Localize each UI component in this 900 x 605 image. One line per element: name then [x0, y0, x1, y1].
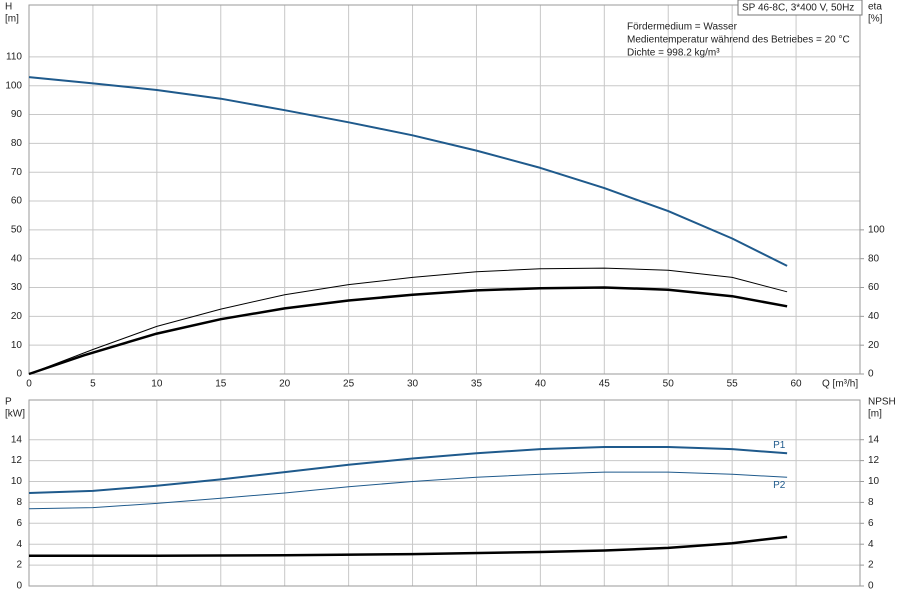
annotation: Dichte = 998.2 kg/m³	[627, 48, 720, 59]
y2-axis-unit: [m]	[868, 409, 882, 420]
x-tick-label: 25	[343, 379, 355, 390]
x-tick-label: 30	[407, 379, 419, 390]
y-tick-label: 6	[16, 518, 22, 529]
y2-tick-label: 4	[868, 539, 874, 550]
y2-tick-label: 10	[868, 476, 880, 487]
y2-tick-label: 0	[868, 581, 874, 592]
curve	[28, 446, 788, 494]
x-tick-label: 20	[279, 379, 291, 390]
y2-tick-label: 60	[868, 282, 880, 293]
x-tick-label: 45	[599, 379, 611, 390]
plot-frame	[28, 4, 861, 375]
y-tick-label: 20	[11, 311, 23, 322]
x-tick-label: 35	[471, 379, 483, 390]
plot-frame	[28, 399, 861, 587]
curve	[28, 76, 788, 267]
y-tick-label: 100	[5, 80, 22, 91]
y2-tick-label: 8	[868, 497, 874, 508]
y2-tick-label: 80	[868, 253, 880, 264]
annotation: Fördermedium = Wasser	[627, 22, 738, 33]
x-tick-label: 10	[151, 379, 163, 390]
x-tick-label: 60	[791, 379, 803, 390]
series-label: P1	[773, 440, 786, 451]
y-tick-label: 40	[11, 253, 23, 264]
title-box	[737, 0, 863, 16]
y-axis-unit: [kW]	[5, 409, 25, 420]
y2-tick-label: 6	[868, 518, 874, 529]
y-tick-label: 0	[16, 581, 22, 592]
y-tick-label: 50	[11, 225, 23, 236]
curve	[28, 471, 788, 510]
x-tick-label: 55	[727, 379, 739, 390]
y2-tick-label: 14	[868, 434, 880, 445]
curve	[28, 286, 788, 376]
y2-tick-label: 12	[868, 455, 880, 466]
x-tick-label: 15	[215, 379, 227, 390]
curve	[29, 535, 788, 557]
y-tick-label: 60	[11, 196, 23, 207]
series-label: P2	[773, 480, 786, 491]
y-tick-label: 12	[11, 455, 23, 466]
y-tick-label: 8	[16, 497, 22, 508]
y-tick-label: 110	[6, 52, 22, 63]
y-tick-label: 2	[16, 560, 22, 571]
y-tick-label: 80	[11, 138, 23, 149]
y2-tick-label: 40	[868, 311, 880, 322]
y2-tick-label: 0	[868, 369, 874, 380]
curve	[28, 267, 788, 375]
y-tick-label: 90	[11, 109, 23, 120]
y-tick-label: 4	[16, 539, 22, 550]
x-tick-label: 50	[663, 379, 675, 390]
y-tick-label: 10	[11, 340, 23, 351]
x-axis-label: Q [m³/h]	[822, 379, 858, 390]
y2-tick-label: 20	[868, 340, 880, 351]
annotation: Medientemperatur während des Betriebes =…	[627, 35, 850, 46]
y-axis-label: P	[5, 397, 12, 408]
y-axis-label: H	[5, 2, 12, 13]
y2-axis-unit: [%]	[868, 14, 883, 25]
y-tick-label: 10	[11, 476, 23, 487]
y2-axis-label: eta	[868, 2, 882, 13]
y-tick-label: 70	[11, 167, 23, 178]
y-tick-label: 0	[16, 369, 22, 380]
chart-title: SP 46-8C, 3*400 V, 50Hz	[742, 3, 854, 14]
x-tick-label: 5	[90, 379, 96, 390]
y-tick-label: 14	[11, 434, 23, 445]
y-axis-unit: [m]	[5, 14, 19, 25]
y-tick-label: 30	[11, 282, 23, 293]
y2-axis-label: NPSH	[868, 397, 896, 408]
y2-tick-label: 100	[868, 225, 885, 236]
x-tick-label: 40	[535, 379, 547, 390]
y2-tick-label: 2	[868, 560, 874, 571]
x-tick-label: 0	[26, 379, 32, 390]
